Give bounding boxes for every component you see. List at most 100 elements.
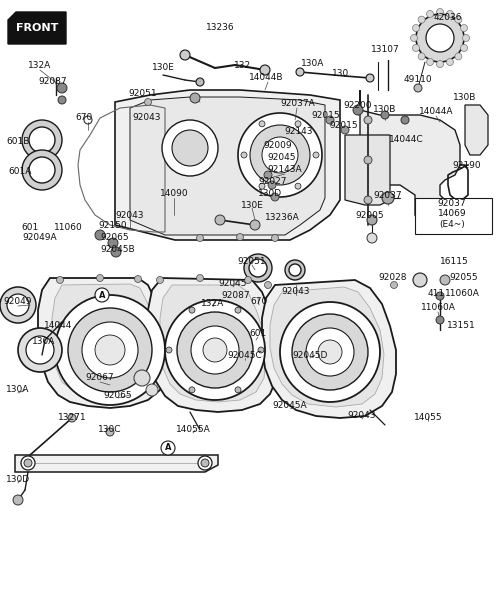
Circle shape bbox=[426, 58, 434, 66]
Text: 14044A: 14044A bbox=[419, 108, 453, 116]
Text: 13107: 13107 bbox=[370, 46, 400, 55]
Text: 92045: 92045 bbox=[268, 154, 296, 162]
Circle shape bbox=[366, 74, 374, 82]
Text: 11060A: 11060A bbox=[444, 290, 480, 298]
Text: 42036: 42036 bbox=[434, 14, 462, 23]
Circle shape bbox=[455, 16, 462, 23]
Text: 14044B: 14044B bbox=[249, 74, 283, 82]
Circle shape bbox=[58, 96, 66, 104]
Circle shape bbox=[280, 302, 380, 402]
Text: 130D: 130D bbox=[6, 475, 30, 485]
Text: 92045: 92045 bbox=[219, 279, 247, 287]
Circle shape bbox=[108, 238, 118, 248]
Text: 14055: 14055 bbox=[414, 413, 442, 423]
Circle shape bbox=[190, 93, 200, 103]
Circle shape bbox=[156, 277, 164, 284]
Circle shape bbox=[244, 277, 252, 284]
Circle shape bbox=[264, 171, 272, 179]
Text: 11060A: 11060A bbox=[420, 303, 456, 312]
Circle shape bbox=[144, 98, 152, 106]
Text: 92200: 92200 bbox=[344, 100, 372, 109]
Text: 132A: 132A bbox=[28, 60, 52, 69]
Circle shape bbox=[289, 264, 301, 276]
Circle shape bbox=[29, 157, 55, 183]
Text: 49110: 49110 bbox=[404, 76, 432, 84]
Circle shape bbox=[250, 125, 310, 185]
Text: 92190: 92190 bbox=[452, 161, 482, 170]
Circle shape bbox=[268, 181, 276, 189]
Circle shape bbox=[7, 294, 29, 316]
Circle shape bbox=[412, 44, 420, 52]
Polygon shape bbox=[360, 90, 460, 225]
Circle shape bbox=[295, 183, 301, 189]
Text: 601: 601 bbox=[22, 223, 38, 232]
Polygon shape bbox=[115, 90, 340, 240]
Circle shape bbox=[382, 192, 394, 204]
Text: 92087: 92087 bbox=[38, 77, 68, 87]
Circle shape bbox=[260, 65, 270, 75]
Text: 14069: 14069 bbox=[438, 210, 466, 218]
Circle shape bbox=[249, 259, 267, 277]
Circle shape bbox=[381, 111, 389, 119]
Circle shape bbox=[96, 274, 103, 282]
Circle shape bbox=[196, 78, 204, 86]
Circle shape bbox=[418, 53, 425, 60]
Text: 92045B: 92045B bbox=[100, 245, 136, 255]
Polygon shape bbox=[8, 12, 66, 44]
Circle shape bbox=[416, 14, 464, 62]
Text: 92051: 92051 bbox=[238, 258, 266, 266]
Circle shape bbox=[436, 292, 444, 300]
Circle shape bbox=[191, 326, 239, 374]
Text: 601: 601 bbox=[250, 330, 266, 338]
Circle shape bbox=[235, 307, 241, 313]
Text: 92067: 92067 bbox=[86, 373, 114, 383]
Text: 92055: 92055 bbox=[450, 274, 478, 282]
Circle shape bbox=[418, 16, 425, 23]
Text: 130A: 130A bbox=[6, 386, 30, 394]
Text: 132: 132 bbox=[234, 60, 252, 69]
Circle shape bbox=[306, 328, 354, 376]
Text: 11060: 11060 bbox=[54, 223, 82, 232]
Circle shape bbox=[0, 287, 36, 323]
Text: 92049A: 92049A bbox=[22, 234, 58, 242]
Text: 601B: 601B bbox=[6, 138, 30, 146]
Circle shape bbox=[390, 282, 398, 288]
Circle shape bbox=[57, 83, 67, 93]
Circle shape bbox=[162, 120, 218, 176]
Circle shape bbox=[446, 58, 454, 66]
Circle shape bbox=[134, 370, 150, 386]
Circle shape bbox=[413, 273, 427, 287]
Circle shape bbox=[238, 113, 322, 197]
Polygon shape bbox=[38, 278, 170, 408]
Circle shape bbox=[259, 183, 265, 189]
Circle shape bbox=[460, 25, 468, 31]
Text: 601A: 601A bbox=[8, 167, 32, 177]
Polygon shape bbox=[130, 97, 325, 235]
Circle shape bbox=[13, 495, 23, 505]
Circle shape bbox=[313, 152, 319, 158]
Circle shape bbox=[326, 116, 334, 124]
Circle shape bbox=[318, 340, 342, 364]
Polygon shape bbox=[465, 105, 488, 155]
Circle shape bbox=[271, 193, 279, 201]
Text: (E4~): (E4~) bbox=[439, 220, 465, 229]
Circle shape bbox=[296, 68, 304, 76]
Text: 13236: 13236 bbox=[206, 23, 234, 33]
Circle shape bbox=[166, 347, 172, 353]
Circle shape bbox=[364, 196, 372, 204]
Circle shape bbox=[455, 53, 462, 60]
Circle shape bbox=[460, 44, 468, 52]
Text: 14055A: 14055A bbox=[176, 426, 210, 435]
Circle shape bbox=[55, 295, 165, 405]
Text: 92015: 92015 bbox=[330, 122, 358, 130]
Text: 92015: 92015 bbox=[312, 111, 340, 119]
Circle shape bbox=[26, 336, 54, 364]
Text: 92049: 92049 bbox=[4, 298, 32, 306]
Circle shape bbox=[364, 156, 372, 164]
Text: 14044: 14044 bbox=[44, 320, 72, 330]
Circle shape bbox=[68, 414, 76, 422]
FancyBboxPatch shape bbox=[415, 198, 492, 234]
Circle shape bbox=[18, 328, 62, 372]
Circle shape bbox=[258, 347, 264, 353]
Circle shape bbox=[29, 127, 55, 153]
